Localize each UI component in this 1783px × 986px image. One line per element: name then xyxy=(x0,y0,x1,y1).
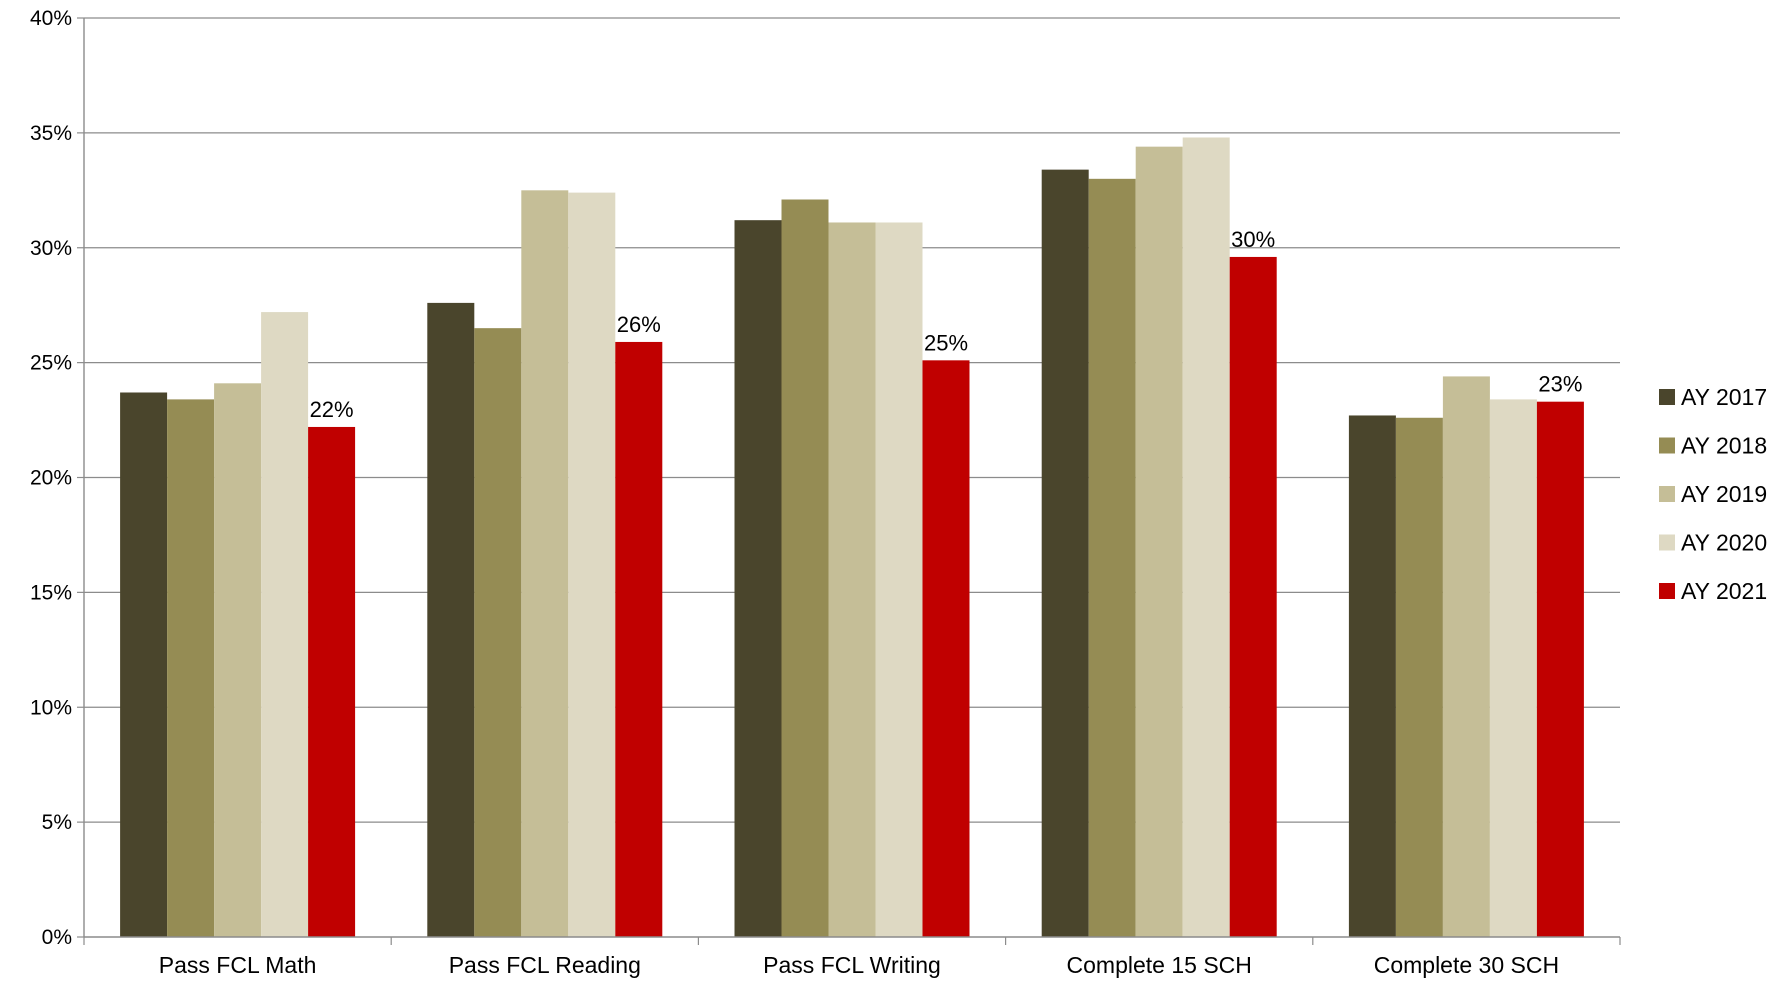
y-tick-label: 5% xyxy=(42,811,72,834)
axes xyxy=(77,17,1621,945)
y-tick-label: 40% xyxy=(30,7,72,30)
data-label: 25% xyxy=(924,330,968,355)
y-tick-label: 30% xyxy=(30,237,72,260)
bar xyxy=(521,190,569,937)
bar xyxy=(120,392,168,937)
legend-label: AY 2018 xyxy=(1681,433,1767,459)
y-axis-tick-labels: 0% 5% 10% 15% 20% 25% 30% 35% 40% xyxy=(30,7,72,949)
y-tick-label: 25% xyxy=(30,352,72,375)
y-tick-label: 20% xyxy=(30,467,72,490)
bar xyxy=(615,341,663,937)
bar xyxy=(568,192,616,938)
bar xyxy=(1182,137,1230,938)
legend-label: AY 2017 xyxy=(1681,384,1767,410)
bar xyxy=(1395,417,1443,937)
data-label: 26% xyxy=(617,312,661,337)
legend-label: AY 2020 xyxy=(1681,530,1767,556)
x-category-label: Complete 30 SCH xyxy=(1374,952,1559,978)
x-category-label: Pass FCL Writing xyxy=(763,952,941,978)
legend-item: AY 2018 xyxy=(1659,433,1767,459)
bar xyxy=(734,220,782,937)
legend-swatch xyxy=(1659,486,1675,502)
bar xyxy=(1229,256,1277,937)
bar xyxy=(474,328,522,938)
bar xyxy=(261,312,309,938)
bar xyxy=(922,360,970,937)
bar xyxy=(1348,415,1396,937)
y-tick-label: 10% xyxy=(30,696,72,719)
legend-swatch xyxy=(1659,534,1675,551)
x-category-label: Pass FCL Math xyxy=(159,952,317,978)
bar xyxy=(828,222,876,938)
data-label: 23% xyxy=(1538,372,1582,397)
data-label: 30% xyxy=(1231,227,1275,252)
legend-label: AY 2021 xyxy=(1681,578,1767,604)
bar xyxy=(1536,401,1584,937)
bar xyxy=(781,199,829,937)
legend-item: AY 2021 xyxy=(1659,578,1767,604)
x-category-label: Complete 15 SCH xyxy=(1067,952,1252,978)
bars xyxy=(120,137,1584,938)
y-tick-label: 15% xyxy=(30,581,72,604)
bar xyxy=(1135,146,1183,937)
bar xyxy=(1088,178,1136,937)
x-category-label: Pass FCL Reading xyxy=(449,952,641,978)
y-tick-label: 0% xyxy=(42,926,72,949)
legend-item: AY 2020 xyxy=(1659,530,1767,556)
bar xyxy=(167,399,215,937)
data-labels: 22% 26% 25% 30% 23% xyxy=(310,227,1583,422)
x-axis-category-labels: Pass FCL Math Pass FCL Reading Pass FCL Wr… xyxy=(159,952,1559,978)
bar xyxy=(427,302,475,937)
legend-label: AY 2019 xyxy=(1681,481,1767,507)
bar xyxy=(308,426,356,937)
legend: AY 2017 AY 2018 AY 2019 AY 2020 AY 2021 xyxy=(1659,384,1767,604)
data-label: 22% xyxy=(310,397,354,422)
legend-swatch xyxy=(1659,389,1675,405)
bar xyxy=(875,222,923,938)
legend-item: AY 2019 xyxy=(1659,481,1767,507)
bar xyxy=(1442,376,1490,937)
y-tick-label: 35% xyxy=(30,122,72,145)
bar xyxy=(1489,399,1537,937)
legend-swatch xyxy=(1659,583,1675,599)
legend-swatch xyxy=(1659,437,1675,454)
legend-item: AY 2017 xyxy=(1659,384,1767,410)
bar xyxy=(214,383,262,937)
bar xyxy=(1041,169,1089,937)
